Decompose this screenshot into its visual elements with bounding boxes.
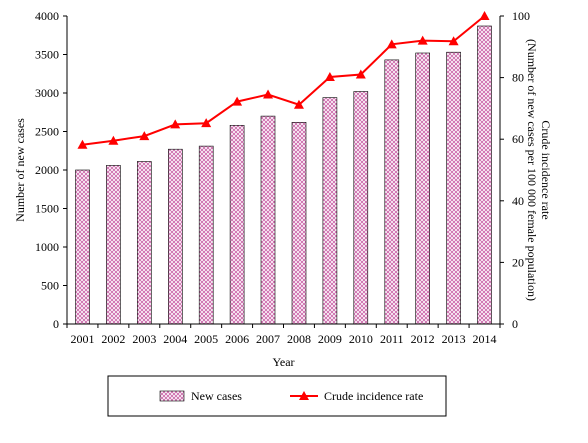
bar-2004 xyxy=(168,148,183,325)
y-tick-label-left: 4000 xyxy=(35,9,59,23)
bar-2012 xyxy=(415,52,431,325)
y-tick-label-left: 1500 xyxy=(35,202,59,216)
x-tick-label-2001: 2001 xyxy=(70,332,94,346)
bar-2007 xyxy=(260,115,276,325)
x-tick-label-2014: 2014 xyxy=(473,332,497,346)
x-tick-label-2004: 2004 xyxy=(163,332,187,346)
line-crude-incidence-rate xyxy=(82,15,486,146)
y-tick-label-left: 1000 xyxy=(35,240,59,254)
bar-2005 xyxy=(198,145,214,325)
line-point-2014 xyxy=(479,11,490,20)
legend-swatch-new-cases xyxy=(159,390,185,402)
x-tick-label-2012: 2012 xyxy=(411,332,435,346)
bar-2002 xyxy=(106,165,121,325)
legend: New cases Crude incidence rate xyxy=(107,375,447,417)
legend-label-crude-incidence-rate: Crude incidence rate xyxy=(324,389,423,403)
line-point-2008 xyxy=(293,99,304,109)
y-tick-label-left: 500 xyxy=(41,279,59,293)
line-point-2012 xyxy=(417,35,428,45)
x-tick-label-2011: 2011 xyxy=(380,332,404,346)
x-tick-label-2010: 2010 xyxy=(349,332,373,346)
x-tick-label-2003: 2003 xyxy=(132,332,156,346)
x-tick-label-2002: 2002 xyxy=(101,332,125,346)
y-tick-label-left: 0 xyxy=(53,317,59,331)
line-point-2005 xyxy=(201,118,212,128)
y-axis-title-right-line2: (Number of new cases per 100 000 female … xyxy=(525,39,539,301)
line-point-2002 xyxy=(108,135,119,145)
y-tick-label-left: 2000 xyxy=(35,163,59,177)
y-tick-label-right: 60 xyxy=(512,132,524,146)
y-tick-label-left: 3500 xyxy=(35,48,59,62)
legend-marker-crude-incidence-rate xyxy=(299,391,309,400)
line-point-2007 xyxy=(263,89,274,99)
x-tick-label-2007: 2007 xyxy=(256,332,280,346)
x-tick-label-2009: 2009 xyxy=(318,332,342,346)
bar-2013 xyxy=(446,51,461,325)
line-point-2004 xyxy=(170,119,181,129)
line-point-2009 xyxy=(324,71,335,81)
legend-label-new-cases: New cases xyxy=(191,389,242,403)
y-tick-label-right: 0 xyxy=(512,317,518,331)
y-tick-label-left: 2500 xyxy=(35,125,59,139)
line-point-2010 xyxy=(355,69,366,79)
x-axis-title: Year xyxy=(272,355,294,369)
plot-area: 0 500 1000 1500 2000 2500 3000 3500 4000 0 20 40 60 8… xyxy=(13,9,553,369)
line-point-2003 xyxy=(139,131,150,141)
bar-2009 xyxy=(322,97,338,325)
y-tick-label-left: 3000 xyxy=(35,86,59,100)
bar-2003 xyxy=(137,161,152,325)
x-tick-label-2006: 2006 xyxy=(225,332,249,346)
bar-2011 xyxy=(384,59,400,325)
bar-2006 xyxy=(229,125,245,325)
y-tick-label-right: 40 xyxy=(512,194,524,208)
x-tick-label-2005: 2005 xyxy=(194,332,218,346)
x-tick-label-2013: 2013 xyxy=(442,332,466,346)
y-tick-label-right: 80 xyxy=(512,71,524,85)
bar-2008 xyxy=(291,122,307,325)
line-point-2013 xyxy=(448,36,459,46)
y-axis-title-left: Number of new cases xyxy=(13,118,27,222)
line-point-2011 xyxy=(386,39,397,49)
y-axis-title-right-line1: Crude incidence rate xyxy=(539,120,553,219)
line-point-2001 xyxy=(77,139,88,149)
bar-2014 xyxy=(477,25,492,325)
x-tick-label-2008: 2008 xyxy=(287,332,311,346)
bar-2010 xyxy=(353,91,369,325)
y-tick-label-right: 100 xyxy=(512,9,530,23)
bar-2001 xyxy=(75,169,90,325)
line-point-2006 xyxy=(232,96,243,106)
y-tick-label-right: 20 xyxy=(512,255,524,269)
